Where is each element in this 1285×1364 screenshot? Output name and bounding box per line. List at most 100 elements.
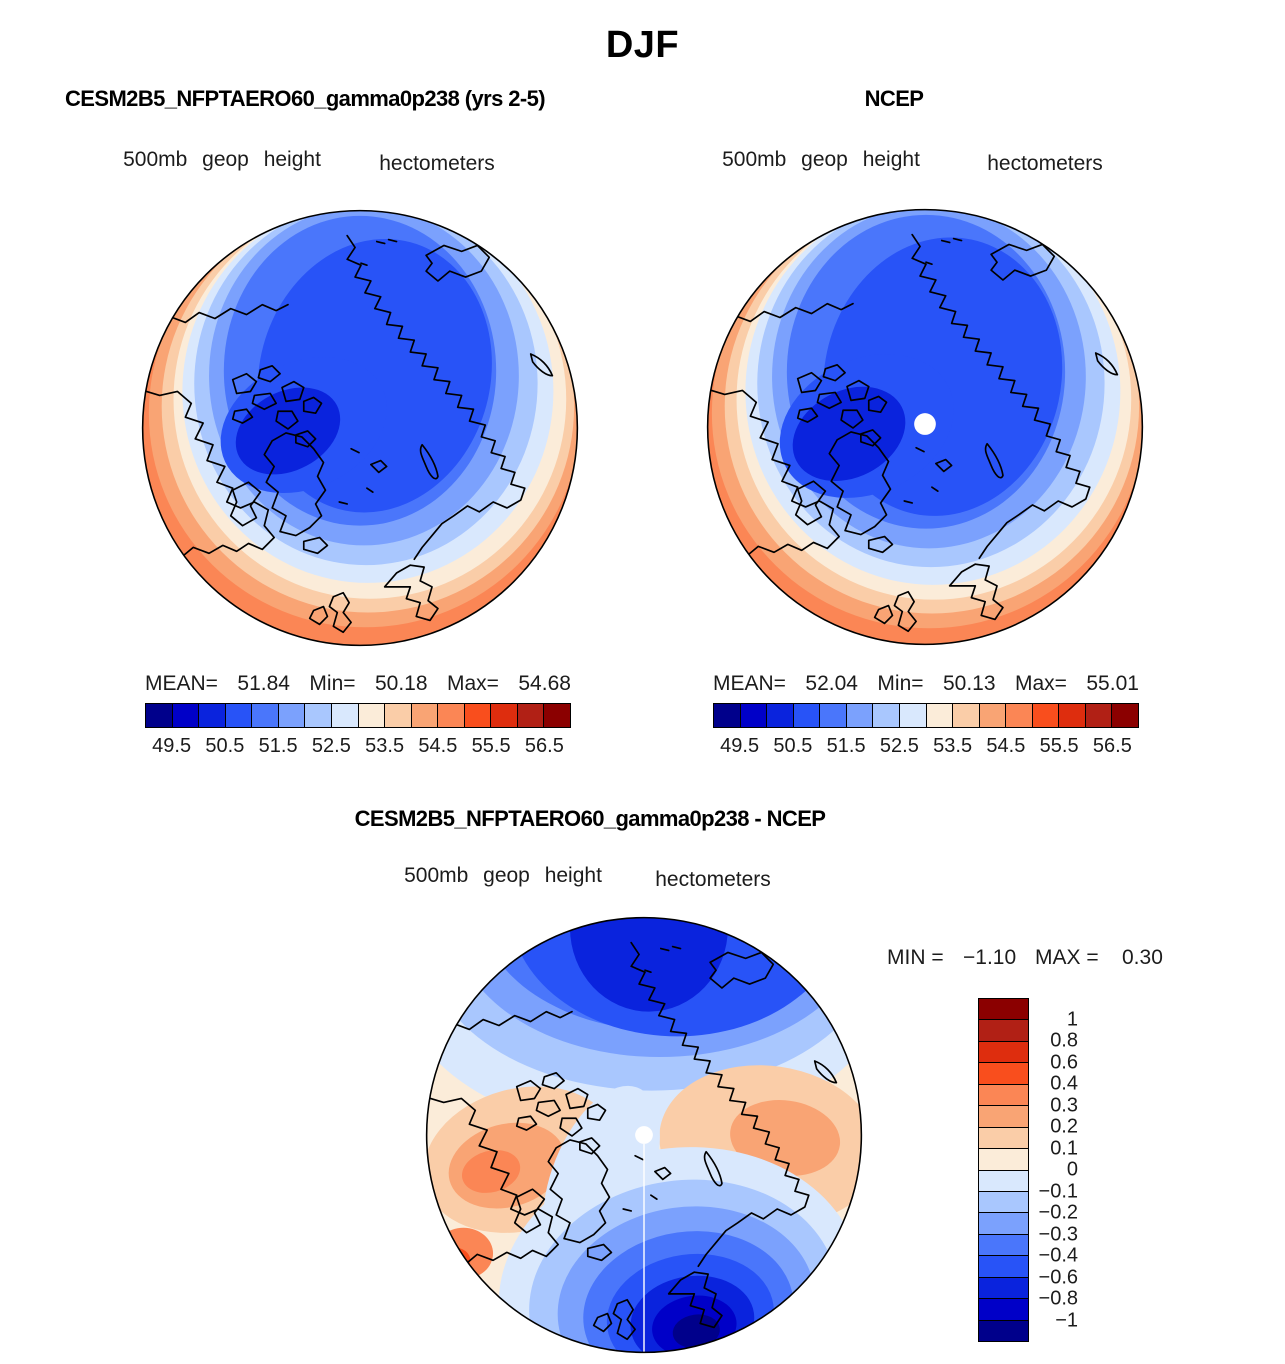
model-panel-title: CESM2B5_NFPTAERO60_gamma0p238 (yrs 2-5): [65, 86, 546, 111]
colorbar-cell-4: [979, 1084, 1028, 1107]
model-colorbar: [145, 703, 571, 728]
colorbar-tick: 54.5: [418, 735, 458, 757]
colorbar-tick: 1: [1066, 1008, 1078, 1030]
colorbar-tick: 53.5: [365, 735, 405, 757]
min-value: −1.10: [963, 946, 1017, 969]
colorbar-cell-14: [979, 1299, 1028, 1321]
mean-label: MEAN=: [713, 672, 786, 695]
colorbar-cell-12: [464, 704, 492, 727]
colorbar-cell-8: [979, 1170, 1028, 1192]
diff-units-label: hectometers: [655, 868, 771, 891]
colorbar-tick: 55.5: [471, 735, 511, 757]
colorbar-cell-15: [979, 1320, 1028, 1341]
pole-missing-dot: [635, 1126, 653, 1144]
colorbar-cell-8: [358, 704, 386, 727]
colorbar-tick: 53.5: [933, 735, 973, 757]
map-boundary-circle: [141, 209, 579, 647]
colorbar-tick: 51.5: [826, 735, 866, 757]
colorbar-tick: −1: [1055, 1309, 1078, 1331]
colorbar-cell-5: [979, 1106, 1028, 1128]
colorbar-cell-7: [979, 1149, 1028, 1171]
colorbar-cell-15: [1112, 704, 1138, 727]
colorbar-cell-4: [252, 704, 279, 727]
colorbar-cell-11: [438, 704, 465, 727]
colorbar-cell-12: [1032, 704, 1060, 727]
mean-value: 51.84: [237, 672, 290, 695]
model-field-label: 500mb geop height: [123, 148, 321, 171]
colorbar-tick: 55.5: [1039, 735, 1079, 757]
colorbar-tick: 49.5: [720, 735, 760, 757]
ncep-units-label: hectometers: [987, 152, 1103, 175]
contour-fill: [426, 917, 862, 1353]
colorbar-tick: 0: [1066, 1158, 1078, 1181]
diff-field-label: 500mb geop height: [404, 864, 602, 887]
colorbar-tick: 50.5: [205, 735, 245, 757]
max-label: Max=: [446, 672, 499, 695]
contour-fill: [707, 209, 1143, 645]
colorbar-cell-6: [873, 704, 900, 727]
colorbar-tick: −0.4: [1038, 1244, 1078, 1267]
colorbar-cell-6: [305, 704, 332, 727]
colorbar-tick: −0.3: [1038, 1223, 1078, 1245]
ncep-stats-row: MEAN= 52.04 Min= 50.13 Max= 55.01: [713, 672, 1139, 696]
colorbar-cell-1: [740, 704, 768, 727]
model-stats-row: MEAN= 51.84 Min= 50.18 Max= 54.68: [145, 672, 571, 696]
colorbar-tick: 49.5: [152, 735, 192, 757]
colorbar-cell-6: [979, 1127, 1028, 1150]
colorbar-tick: 0.1: [1050, 1137, 1078, 1159]
colorbar-cell-7: [899, 704, 927, 727]
colorbar-tick: 0.6: [1050, 1051, 1078, 1073]
colorbar-tick: 51.5: [258, 735, 298, 757]
colorbar-tick: 0.8: [1050, 1029, 1078, 1052]
colorbar-cell-5: [278, 704, 306, 727]
map-boundary-circle: [425, 916, 863, 1354]
colorbar-cell-1: [979, 1020, 1028, 1042]
min-label: Min=: [309, 672, 356, 695]
colorbar-tick: −0.1: [1038, 1180, 1078, 1202]
colorbar-tick: −0.6: [1038, 1266, 1078, 1288]
colorbar-cell-13: [979, 1277, 1028, 1300]
diff-colorbar-ticks: 1 0.8 0.6 0.4 0.3 0.2 0.1 0 −0.1 −0.2 −0.3 −0.4 −0.6…: [1034, 998, 1080, 1342]
colorbar-cell-12: [979, 1256, 1028, 1278]
colorbar-tick: 0.2: [1050, 1115, 1078, 1138]
max-label: MAX =: [1035, 946, 1099, 969]
colorbar-cell-3: [793, 704, 821, 727]
colorbar-cell-10: [411, 704, 439, 727]
colorbar-cell-3: [979, 1063, 1028, 1085]
colorbar-cell-10: [979, 704, 1007, 727]
colorbar-tick: 52.5: [879, 735, 919, 757]
max-value: 0.30: [1122, 946, 1163, 969]
max-label: Max=: [1014, 672, 1067, 695]
map-ncep: [706, 208, 1144, 646]
colorbar-cell-11: [979, 1234, 1028, 1257]
meridian-gap-line: [643, 1143, 645, 1353]
model-colorbar-ticks: 49.5 50.5 51.5 52.5 53.5 54.5 55.5 56.5: [145, 735, 571, 759]
ncep-field-label: 500mb geop height: [722, 148, 920, 171]
colorbar-tick: 56.5: [1092, 735, 1132, 757]
colorbar-cell-0: [979, 999, 1028, 1021]
colorbar-cell-15: [544, 704, 570, 727]
ncep-colorbar-ticks: 49.5 50.5 51.5 52.5 53.5 54.5 55.5 56.5: [713, 735, 1139, 759]
colorbar-cell-1: [172, 704, 200, 727]
model-units-label: hectometers: [379, 152, 495, 175]
max-value: 54.68: [518, 672, 571, 695]
colorbar-cell-7: [331, 704, 359, 727]
diff-panel-title: CESM2B5_NFPTAERO60_gamma0p238 - NCEP: [354, 806, 826, 831]
colorbar-cell-10: [979, 1213, 1028, 1235]
colorbar-tick: 0.4: [1050, 1072, 1078, 1095]
colorbar-tick: 52.5: [311, 735, 351, 757]
colorbar-tick: −0.2: [1038, 1201, 1078, 1224]
colorbar-cell-14: [517, 704, 545, 727]
min-label: MIN =: [887, 946, 944, 969]
colorbar-cell-13: [491, 704, 518, 727]
colorbar-cell-11: [1006, 704, 1033, 727]
colorbar-tick: −0.8: [1038, 1287, 1078, 1310]
season-title: DJF: [605, 24, 680, 66]
contour-fill: [142, 210, 578, 646]
min-value: 50.18: [374, 672, 428, 695]
pole-missing-dot: [914, 413, 936, 435]
colorbar-tick: 50.5: [773, 735, 813, 757]
colorbar-tick: 56.5: [524, 735, 564, 757]
diff-colorbar: [978, 998, 1029, 1342]
colorbar-cell-0: [714, 704, 741, 727]
